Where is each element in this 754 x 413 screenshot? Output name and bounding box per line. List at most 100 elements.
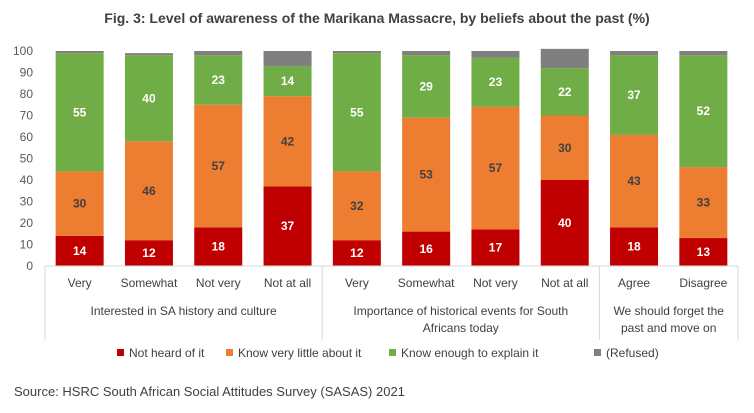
group-label: past and move on xyxy=(621,321,716,335)
y-tick-label: 40 xyxy=(20,173,34,187)
bar-segment xyxy=(540,68,589,116)
bar-segment xyxy=(610,51,659,56)
group-label: We should forget the xyxy=(613,304,724,318)
bar-segment xyxy=(679,51,728,56)
legend-item: Know very little about it xyxy=(226,346,362,360)
bar-segment xyxy=(332,51,381,54)
y-tick-label: 90 xyxy=(20,66,34,80)
bar-segment xyxy=(332,240,381,266)
x-tick-label: Somewhat xyxy=(398,276,455,290)
legend-label: Know enough to explain it xyxy=(401,346,539,360)
bar-segment xyxy=(55,53,104,172)
data-label: 14 xyxy=(73,244,87,258)
group-label: Importance of historical events for Sout… xyxy=(353,304,568,318)
legend-item: Know enough to explain it xyxy=(389,346,539,360)
x-axis: Very Somewhat Not very Not at all Very Somewh… xyxy=(44,265,739,340)
y-tick-label: 70 xyxy=(20,109,34,123)
y-tick-label: 0 xyxy=(26,259,33,273)
x-tick-label: Not very xyxy=(473,276,518,290)
data-label: 17 xyxy=(489,241,503,255)
x-tick-label: Very xyxy=(68,276,92,290)
x-tick-label: Somewhat xyxy=(121,276,178,290)
legend-swatch xyxy=(389,349,396,356)
bar-segment xyxy=(471,57,520,107)
x-tick-label: Not at all xyxy=(264,276,311,290)
data-label: 22 xyxy=(558,85,572,99)
data-label: 46 xyxy=(142,184,156,198)
bar-segment xyxy=(402,51,451,56)
y-tick-label: 80 xyxy=(20,87,34,101)
group-label: Interested in SA history and culture xyxy=(91,304,277,318)
data-label: 14 xyxy=(281,74,295,88)
y-tick-label: 60 xyxy=(20,130,34,144)
bar-segment xyxy=(540,180,589,266)
bar-segment xyxy=(540,48,589,69)
chart-title: Fig. 3: Level of awareness of the Marika… xyxy=(104,10,649,26)
x-tick-label: Not very xyxy=(196,276,241,290)
data-label: 23 xyxy=(489,75,503,89)
data-label: 18 xyxy=(212,240,226,254)
data-label: 52 xyxy=(697,104,711,118)
data-label: 29 xyxy=(419,79,433,93)
bar-segment xyxy=(124,240,173,266)
data-label: 40 xyxy=(142,91,156,105)
data-label: 57 xyxy=(212,159,226,173)
bar-segment xyxy=(194,55,243,105)
bar-segment xyxy=(124,141,173,241)
bar-segment xyxy=(263,66,312,97)
bar-segment xyxy=(679,238,728,266)
x-tick-label: Agree xyxy=(618,276,650,290)
data-label: 57 xyxy=(489,161,503,175)
data-label: 18 xyxy=(627,240,641,254)
data-label: 16 xyxy=(419,242,433,256)
data-label: 37 xyxy=(627,88,641,102)
data-label: 53 xyxy=(419,168,433,182)
bar-segment xyxy=(471,106,520,230)
y-axis: 0 10 20 30 40 50 60 70 80 90 100 xyxy=(13,44,33,273)
bar-segment xyxy=(55,51,104,54)
y-tick-label: 20 xyxy=(20,216,34,230)
y-tick-label: 100 xyxy=(13,44,33,58)
bar-segment xyxy=(124,55,173,142)
bar-segment xyxy=(194,227,243,266)
legend-swatch xyxy=(226,349,233,356)
bar-segment xyxy=(194,51,243,56)
data-label: 42 xyxy=(281,134,295,148)
bar-segment xyxy=(402,231,451,266)
bar-segment xyxy=(263,186,312,266)
bar-segment xyxy=(332,53,381,172)
data-label: 23 xyxy=(212,73,226,87)
y-tick-label: 30 xyxy=(20,195,34,209)
legend-swatch xyxy=(594,349,601,356)
data-label: 12 xyxy=(142,246,156,260)
bar-segment xyxy=(194,104,243,228)
bars xyxy=(55,48,728,266)
bar-segment xyxy=(610,55,659,135)
chart-source: Source: HSRC South African Social Attitu… xyxy=(14,384,405,399)
data-label: 33 xyxy=(697,196,711,210)
data-label: 55 xyxy=(73,105,87,119)
bar-segment xyxy=(263,96,312,187)
x-tick-label: Not at all xyxy=(541,276,588,290)
data-labels: 14 30 55 12 46 40 18 57 23 37 42 14 12 32 55 16 53 29 17 57… xyxy=(73,73,710,260)
bar-segment xyxy=(540,115,589,180)
data-label: 30 xyxy=(558,141,572,155)
legend-label: Know very little about it xyxy=(238,346,362,360)
bar-segment xyxy=(610,227,659,266)
data-label: 37 xyxy=(281,219,295,233)
group-label: Africans today xyxy=(423,321,499,335)
bar-segment xyxy=(332,171,381,241)
y-tick-label: 10 xyxy=(20,238,34,252)
legend-label: Not heard of it xyxy=(129,346,205,360)
data-label: 55 xyxy=(350,105,364,119)
legend-label: (Refused) xyxy=(606,346,659,360)
bar-segment xyxy=(124,53,173,56)
x-tick-label: Disagree xyxy=(679,276,727,290)
x-tick-label: Very xyxy=(345,276,369,290)
legend-swatch xyxy=(117,349,124,356)
bar-segment xyxy=(679,55,728,168)
data-label: 32 xyxy=(350,199,364,213)
bar-segment xyxy=(471,51,520,58)
bar-segment xyxy=(402,55,451,118)
